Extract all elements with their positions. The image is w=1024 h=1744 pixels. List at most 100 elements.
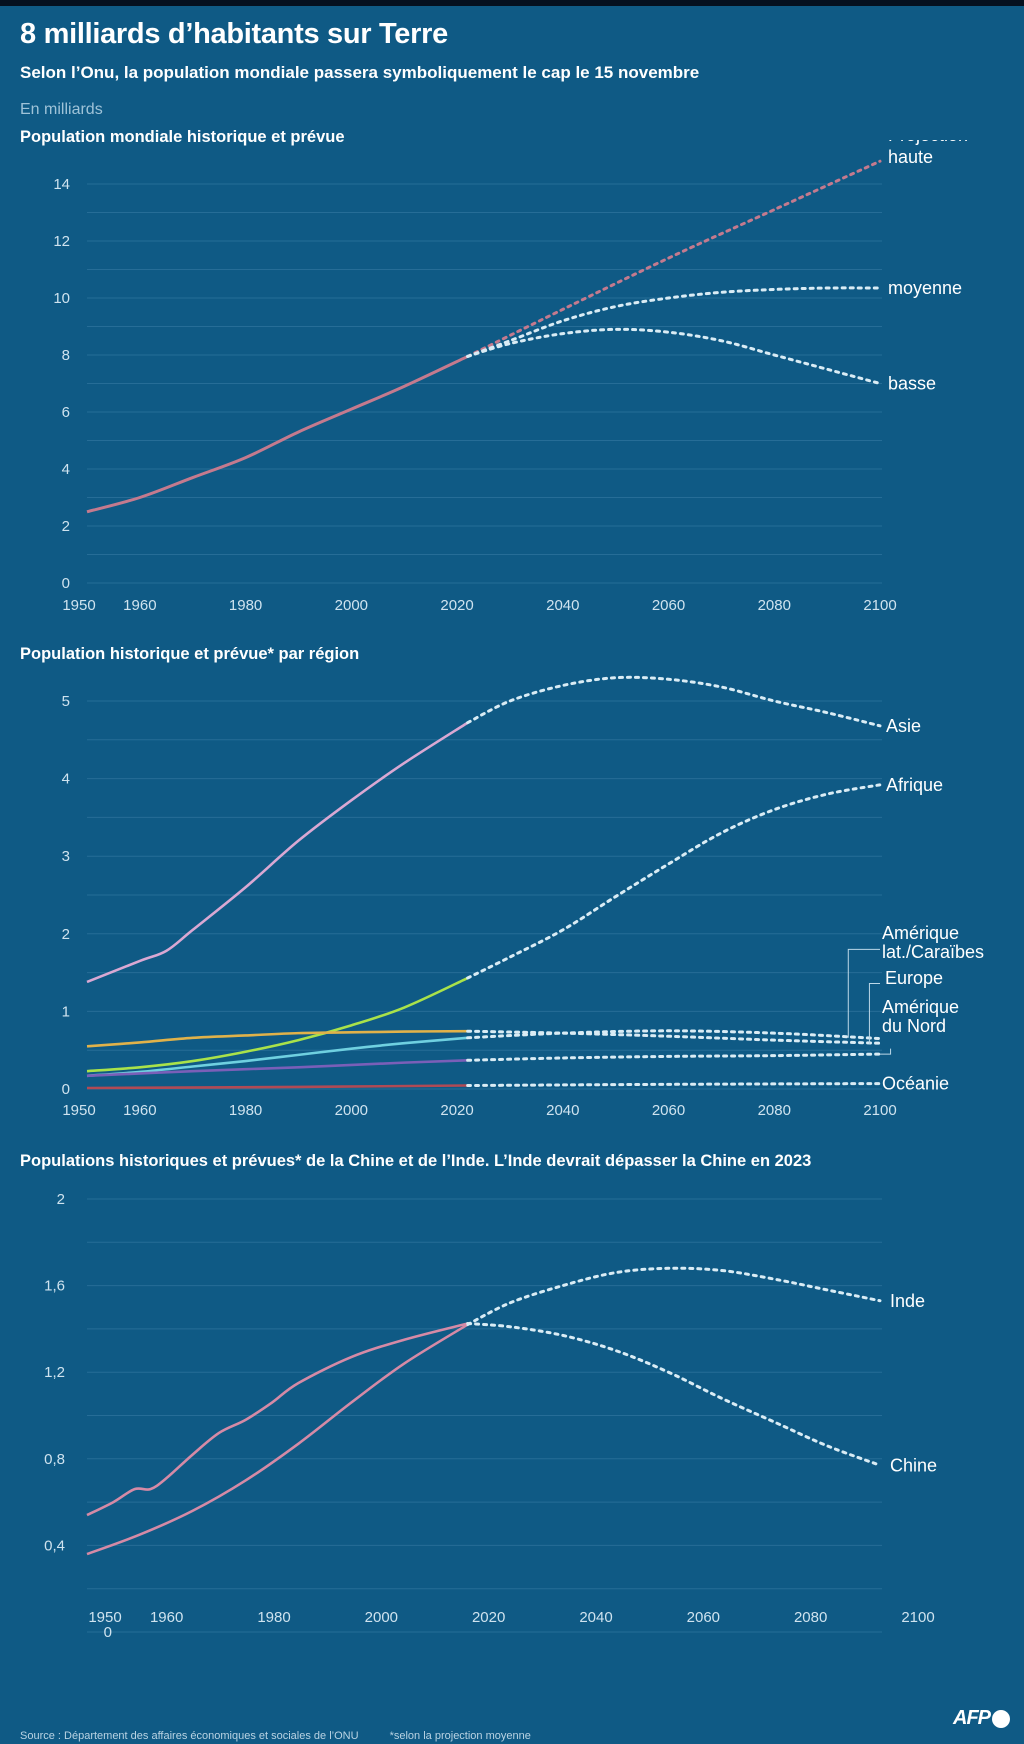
- projection-line-inde: [466, 1266, 882, 1327]
- y-tick-label: 1,2: [44, 1364, 65, 1381]
- x-tick-label: 2080: [758, 597, 791, 614]
- y-tick-label: 5: [62, 693, 70, 710]
- label-oceanie: Océanie: [882, 1074, 949, 1094]
- label-amerique-nord-line: du Nord: [882, 1016, 946, 1036]
- label-amerique-lat-line: Amérique: [882, 923, 959, 943]
- series-line-asie: [86, 721, 469, 984]
- series-line-moyenne: [466, 286, 882, 358]
- afp-logo-dot-icon: [992, 1709, 1010, 1728]
- series-line-basse: [466, 327, 882, 385]
- x-tick-label: 2000: [335, 597, 368, 614]
- x-tick-label: 1980: [229, 597, 262, 614]
- label-inde: Inde: [890, 1291, 925, 1311]
- y-tick-label: 4: [62, 771, 70, 788]
- series-line-chine: [86, 1322, 468, 1517]
- label-amerique-nord: Amérique du Nord: [882, 997, 959, 1036]
- x-tick-label: 2020: [440, 597, 473, 614]
- series-line-afrique: [86, 976, 469, 1073]
- y-tick-label: 0,4: [44, 1537, 65, 1554]
- unit-label: En milliards: [20, 101, 103, 118]
- x-tick-label: 2040: [546, 597, 579, 614]
- projection-line-amerique-du-nord: [466, 1052, 882, 1062]
- x-tick-label: 2040: [546, 1102, 579, 1119]
- label-projection-haute-line: haute: [888, 147, 933, 167]
- x-tick-label: 1960: [150, 1609, 183, 1626]
- projection-line-chine: [466, 1321, 882, 1467]
- series-lines: [86, 1266, 882, 1556]
- y-tick-label: 1,6: [44, 1278, 65, 1295]
- y-tick-label: 1: [62, 1003, 70, 1020]
- y-tick-label: 6: [62, 404, 70, 421]
- label-projection-haute: Projection haute: [888, 140, 968, 167]
- y-tick-label: 10: [53, 290, 70, 307]
- y-tick-label: 0: [104, 1624, 112, 1641]
- label-basse: basse: [888, 374, 936, 394]
- label-afrique-line: Afrique: [886, 775, 943, 795]
- projection-line-oceanie: [466, 1082, 882, 1088]
- label-amerique-lat-line: lat./Caraïbes: [882, 942, 984, 962]
- x-tick-label: 1950: [62, 1102, 95, 1119]
- y-tick-label: 12: [53, 233, 70, 250]
- page-title: 8 milliards d’habitants sur Terre: [20, 18, 448, 50]
- x-tick-label: 1950: [88, 1609, 121, 1626]
- series-line-amerique-lat-caraibes: [86, 1036, 468, 1078]
- projection-line-afrique: [466, 783, 882, 980]
- label-basse-line: basse: [888, 374, 936, 394]
- series-line-europe: [86, 1029, 468, 1048]
- series-lines: [86, 159, 882, 514]
- chart-world-population: 0 2 4 6 8 10 12 14 1950 1960 1980 2000 2020 2040 2060 2…: [53, 140, 968, 614]
- series-line-oceanie: [86, 1084, 468, 1090]
- x-tick-label: 1980: [229, 1102, 262, 1119]
- x-tick-label: 2100: [863, 1102, 896, 1119]
- y-tick-label: 0: [62, 575, 70, 592]
- top-border: [0, 0, 1024, 6]
- x-tick-label: 2020: [472, 1609, 505, 1626]
- x-tick-label: 2100: [901, 1609, 934, 1626]
- label-asie: Asie: [886, 716, 921, 736]
- x-tick-label: 2000: [335, 1102, 368, 1119]
- y-tick-label: 2: [62, 518, 70, 535]
- label-europe-line: Europe: [885, 968, 943, 988]
- y-tick-label: 0,8: [44, 1451, 65, 1468]
- x-tick-label: 2080: [794, 1609, 827, 1626]
- grid: [87, 700, 882, 1090]
- x-tick-label: 2060: [652, 1102, 685, 1119]
- label-afrique: Afrique: [886, 775, 943, 795]
- series-lines: [86, 675, 882, 1090]
- chart-title-regions: Population historique et prévue* par rég…: [20, 645, 360, 663]
- footnote: *selon la projection moyenne: [389, 1730, 531, 1742]
- series-line-amerique-du-nord: [86, 1058, 468, 1078]
- projection-line-asie: [466, 675, 882, 728]
- chart-china-india-population: 0 0,4 0,8 1,2 1,6 2 1950 1960 1980 2000 2020 2040 20…: [44, 1191, 937, 1641]
- x-tick-label: 1950: [62, 597, 95, 614]
- x-tick-label: 2100: [863, 597, 896, 614]
- x-tick-label: 2060: [652, 597, 685, 614]
- label-amerique-lat: Amérique lat./Caraïbes: [882, 923, 984, 962]
- leader-line-amerique-lat: [847, 948, 880, 1038]
- x-tick-label: 2040: [579, 1609, 612, 1626]
- label-moyenne: moyenne: [888, 278, 962, 298]
- label-projection-haute-line: Projection: [888, 140, 968, 145]
- y-tick-label: 3: [62, 848, 70, 865]
- y-tick-label: 2: [57, 1191, 65, 1208]
- grid: [87, 183, 882, 584]
- x-tick-label: 2060: [687, 1609, 720, 1626]
- chart-title-china-india: Populations historiques et prévues* de l…: [20, 1152, 812, 1170]
- label-leader-lines: [847, 948, 892, 1055]
- label-inde-line: Inde: [890, 1291, 925, 1311]
- label-europe: Europe: [885, 968, 943, 988]
- leader-line-amerique-nord: [880, 1048, 892, 1055]
- footer: Source : Département des affaires économ…: [20, 1730, 531, 1742]
- chart-regional-population: 0 1 2 3 4 5 1950 1960 1980 2000 2020 2040 2060 2080 21…: [62, 675, 984, 1119]
- series-line-inde: [86, 1323, 469, 1556]
- x-tick-label: 1980: [257, 1609, 290, 1626]
- y-tick-label: 8: [62, 347, 70, 364]
- x-tick-label: 2020: [440, 1102, 473, 1119]
- x-tick-label: 2000: [365, 1609, 398, 1626]
- leader-line-europe: [868, 982, 880, 1044]
- label-asie-line: Asie: [886, 716, 921, 736]
- label-moyenne-line: moyenne: [888, 278, 962, 298]
- chart-title-world: Population mondiale historique et prévue: [20, 128, 345, 146]
- label-amerique-nord-line: Amérique: [882, 997, 959, 1017]
- series-line-projection-haute: [466, 159, 882, 358]
